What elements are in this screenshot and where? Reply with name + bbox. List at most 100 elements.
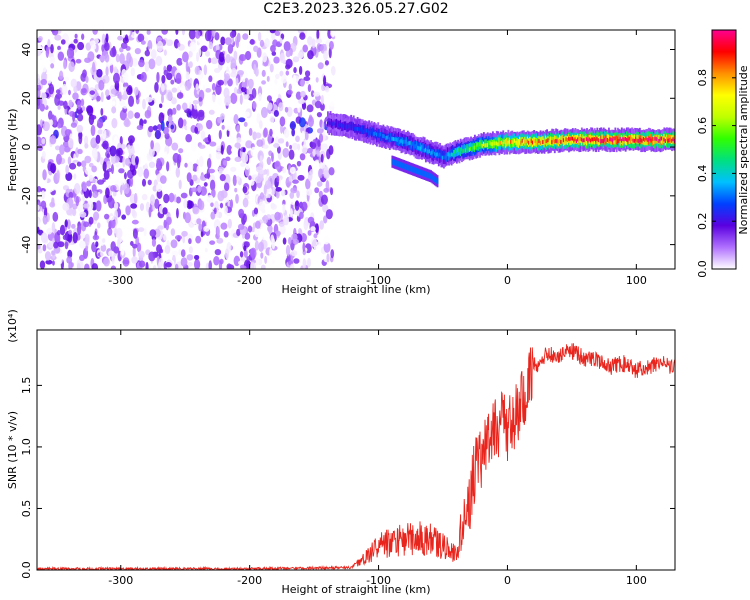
noise-blob xyxy=(131,256,138,264)
noise-blob xyxy=(253,207,259,215)
noise-blob xyxy=(236,125,241,133)
ridge-segment xyxy=(596,136,599,141)
noise-blob xyxy=(258,92,262,102)
noise-blob xyxy=(224,248,230,260)
x-tick-label: 0 xyxy=(504,574,511,587)
secondary-ridge-segment xyxy=(428,172,431,179)
ridge-segment xyxy=(480,142,483,147)
noise-blob xyxy=(127,144,131,151)
ridge-segment xyxy=(330,121,333,126)
noise-blob xyxy=(73,38,78,44)
noise-blob xyxy=(220,190,228,199)
ridge-segment xyxy=(542,140,545,145)
noise-blob xyxy=(145,261,149,269)
snr-x-axis-label: Height of straight line (km) xyxy=(281,583,430,596)
y-tick-label: 1.5 xyxy=(20,377,33,395)
noise-blob xyxy=(224,37,232,46)
ridge-segment xyxy=(422,147,425,152)
noise-blob xyxy=(248,78,254,89)
ridge-segment xyxy=(482,142,485,146)
noise-blob xyxy=(318,161,326,169)
ridge-segment xyxy=(444,151,447,160)
noise-blob xyxy=(134,142,140,154)
noise-blob xyxy=(97,222,101,229)
noise-blob xyxy=(123,90,128,101)
noise-blob xyxy=(229,31,236,38)
ridge-segment xyxy=(667,138,670,143)
noise-blob xyxy=(63,59,67,70)
ridge-segment xyxy=(439,152,442,157)
noise-blob xyxy=(191,109,198,117)
ridge-segment xyxy=(577,137,579,142)
noise-blob xyxy=(294,200,300,211)
ridge-segment xyxy=(604,137,606,142)
noise-blob xyxy=(185,71,190,80)
noise-blob xyxy=(89,114,97,120)
noise-blob xyxy=(292,238,299,245)
secondary-ridge-segment xyxy=(403,163,405,170)
ridge-segment xyxy=(396,138,399,142)
noise-blob xyxy=(165,89,173,101)
noise-blob xyxy=(76,100,82,110)
noise-blob xyxy=(143,227,147,237)
secondary-ridge-segment xyxy=(404,163,407,170)
x-tick-label: -300 xyxy=(108,574,133,587)
noise-blob xyxy=(89,90,96,95)
ridge-segment xyxy=(580,137,583,142)
ridge-segment xyxy=(399,140,402,144)
noise-blob xyxy=(117,147,123,157)
noise-blob xyxy=(90,137,98,149)
noise-blob xyxy=(171,142,179,151)
noise-blob xyxy=(317,139,321,147)
noise-blob xyxy=(106,153,111,159)
noise-blob xyxy=(299,211,304,220)
x-tick-label: -200 xyxy=(237,274,262,287)
noise-blob xyxy=(240,162,246,167)
noise-blob xyxy=(99,55,106,62)
noise-blob xyxy=(266,75,270,82)
colorbar-tick-label: 0.6 xyxy=(696,117,709,135)
noise-blob xyxy=(39,103,45,112)
ridge-segment xyxy=(644,137,646,142)
noise-blob xyxy=(200,45,208,52)
ridge-segment xyxy=(452,152,454,157)
ridge-segment xyxy=(583,138,586,143)
secondary-ridge-segment xyxy=(426,171,429,178)
noise-blob xyxy=(148,161,156,169)
noise-blob xyxy=(107,227,113,236)
noise-blob xyxy=(207,134,211,142)
noise-blob xyxy=(97,129,104,135)
noise-blob xyxy=(220,144,224,155)
noise-blob xyxy=(288,236,292,245)
noise-blob xyxy=(125,86,133,96)
noise-blob xyxy=(56,170,60,181)
noise-blob xyxy=(205,262,210,269)
noise-blob xyxy=(243,121,248,127)
noise-blob xyxy=(97,179,105,185)
noise-blob xyxy=(111,100,116,106)
noise-blob xyxy=(166,161,170,172)
noise-blob xyxy=(101,128,107,140)
noise-blob xyxy=(101,44,105,52)
noise-blob xyxy=(215,181,219,188)
noise-blob xyxy=(129,176,134,188)
noise-blob xyxy=(316,111,323,118)
ridge-segment xyxy=(524,140,527,144)
y-tick-label: 0.5 xyxy=(20,500,33,518)
noise-blob xyxy=(272,39,278,47)
noise-blob xyxy=(122,257,130,267)
noise-blob xyxy=(68,191,74,199)
noise-blob xyxy=(314,159,320,168)
noise-blob xyxy=(310,226,316,232)
y-tick-label: -40 xyxy=(20,236,33,254)
ridge-segment xyxy=(392,137,395,141)
noise-blob xyxy=(144,49,150,57)
ridge-segment xyxy=(412,141,414,146)
ridge-segment xyxy=(673,139,675,143)
noise-blob xyxy=(37,98,41,110)
ridge-segment xyxy=(662,139,664,144)
ridge-segment xyxy=(602,139,605,144)
ridge-segment xyxy=(655,137,658,142)
noise-blob xyxy=(112,58,117,65)
ridge-segment xyxy=(488,141,490,145)
